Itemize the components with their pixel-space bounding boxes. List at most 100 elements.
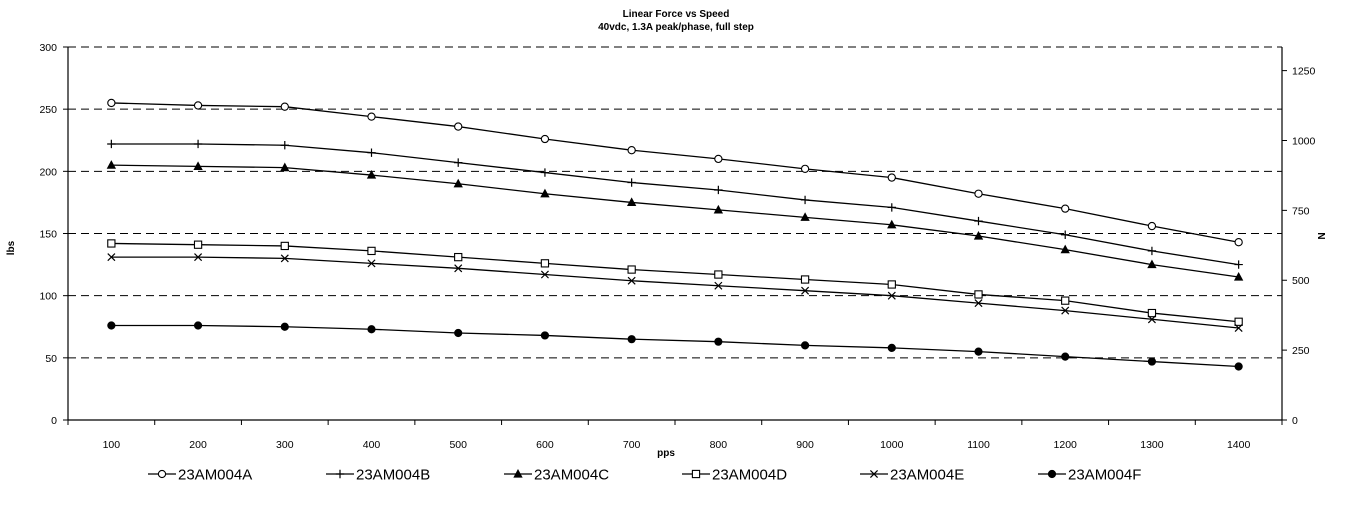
point-23AM004B-700 — [627, 178, 636, 187]
point-23AM004F-600 — [540, 331, 550, 340]
x-tick-label-1100: 1100 — [967, 439, 990, 451]
point-23AM004B-1400 — [1234, 260, 1243, 269]
point-23AM004A-600 — [540, 134, 550, 144]
point-23AM004F-900 — [800, 341, 810, 350]
legend-label-23AM004D: 23AM004D — [712, 467, 787, 484]
point-23AM004D-100 — [107, 239, 116, 248]
point-23AM004E-600 — [540, 270, 549, 279]
series-23AM004B — [107, 139, 1243, 269]
point-23AM004F-100 — [107, 321, 116, 330]
legend-marker-23AM004C — [513, 468, 523, 478]
point-23AM004D-1300 — [1147, 308, 1157, 318]
point-23AM004A-900 — [800, 164, 810, 173]
point-23AM004E-900 — [801, 286, 810, 295]
point-23AM004C-300 — [280, 162, 290, 172]
point-23AM004C-100 — [106, 160, 117, 169]
point-23AM004B-300 — [280, 141, 289, 150]
point-23AM004C-700 — [626, 197, 637, 207]
x-tick-label-300: 300 — [276, 439, 294, 451]
point-23AM004B-1300 — [1147, 246, 1157, 256]
y2-tick-label-1250: 1250 — [1292, 66, 1316, 78]
point-23AM004C-800 — [713, 204, 724, 214]
point-23AM004E-700 — [627, 276, 636, 285]
point-23AM004C-500 — [453, 178, 463, 188]
point-23AM004A-100 — [107, 98, 116, 108]
legend-item-23AM004C: 23AM004C — [504, 467, 609, 484]
x-tick-label-1000: 1000 — [880, 439, 904, 451]
series-line-23AM004A — [111, 102, 1239, 243]
point-23AM004B-500 — [454, 158, 463, 167]
x-tick-label-1400: 1400 — [1227, 439, 1251, 451]
point-23AM004A-1200 — [1061, 204, 1070, 213]
point-23AM004D-1400 — [1234, 317, 1243, 326]
point-23AM004C-1400 — [1233, 271, 1244, 281]
y2-tick-label-1000: 1000 — [1292, 135, 1316, 147]
point-23AM004E-400 — [367, 259, 376, 268]
point-23AM004D-800 — [714, 270, 723, 279]
point-23AM004A-700 — [627, 146, 636, 155]
point-23AM004D-700 — [627, 265, 636, 274]
y2-tick-label-0: 0 — [1292, 415, 1298, 427]
legend-item-23AM004B: 23AM004B — [326, 467, 430, 484]
point-23AM004F-1000 — [887, 343, 896, 352]
point-23AM004E-300 — [280, 254, 289, 263]
point-23AM004C-600 — [540, 188, 550, 198]
x-tick-label-100: 100 — [103, 439, 121, 451]
point-23AM004D-300 — [280, 241, 289, 251]
point-23AM004A-200 — [193, 101, 203, 110]
point-23AM004C-1200 — [1060, 244, 1070, 254]
series-23AM004E — [107, 253, 1243, 333]
x-tick-label-800: 800 — [710, 439, 728, 451]
point-23AM004E-1100 — [974, 299, 983, 308]
point-23AM004F-1400 — [1234, 362, 1243, 371]
point-23AM004C-200 — [193, 161, 203, 170]
point-23AM004F-1100 — [974, 347, 983, 356]
point-23AM004A-1400 — [1234, 238, 1243, 247]
x-tick-label-1200: 1200 — [1054, 439, 1078, 451]
series-line-23AM004B — [111, 143, 1239, 266]
point-23AM004F-1200 — [1061, 352, 1070, 361]
x-tick-label-400: 400 — [363, 439, 381, 451]
series-line-23AM004D — [111, 242, 1239, 323]
legend-label-23AM004C: 23AM004C — [534, 467, 609, 484]
point-23AM004B-1000 — [887, 203, 896, 212]
x-tick-label-500: 500 — [449, 439, 467, 451]
series-line-23AM004F — [111, 324, 1239, 368]
point-23AM004E-800 — [714, 281, 723, 290]
point-23AM004C-1300 — [1147, 259, 1157, 269]
series-line-23AM004E — [111, 256, 1239, 329]
y2-axis-label: N — [1315, 232, 1326, 239]
x-tick-label-900: 900 — [796, 439, 814, 451]
legend-marker-23AM004B — [335, 469, 345, 479]
point-23AM004E-500 — [454, 264, 463, 273]
point-23AM004C-900 — [800, 212, 810, 221]
point-23AM004F-300 — [280, 322, 289, 331]
legend-item-23AM004D: 23AM004D — [682, 467, 787, 484]
point-23AM004A-1300 — [1147, 221, 1157, 231]
point-23AM004D-1200 — [1061, 296, 1070, 305]
point-23AM004B-800 — [714, 185, 723, 195]
point-23AM004F-400 — [367, 325, 376, 334]
point-23AM004D-1100 — [974, 290, 983, 299]
point-23AM004A-1000 — [887, 173, 896, 182]
point-23AM004C-400 — [366, 170, 377, 179]
point-23AM004E-100 — [107, 253, 116, 262]
series-23AM004D — [107, 239, 1243, 326]
y-tick-label-250: 250 — [39, 104, 57, 116]
point-23AM004A-1100 — [974, 189, 983, 198]
x-tick-label-200: 200 — [189, 439, 207, 451]
x-axis-label: pps — [657, 448, 675, 459]
point-23AM004B-400 — [367, 148, 376, 157]
point-23AM004D-400 — [367, 246, 376, 256]
point-23AM004D-1000 — [887, 280, 896, 289]
point-23AM004B-600 — [540, 168, 550, 177]
point-23AM004A-300 — [280, 102, 289, 111]
legend-marker-23AM004F — [1047, 469, 1057, 479]
point-23AM004C-1000 — [887, 219, 897, 229]
legend-item-23AM004F: 23AM004F — [1038, 467, 1141, 484]
legend-item-23AM004A: 23AM004A — [148, 467, 252, 484]
y-tick-label-300: 300 — [39, 42, 57, 54]
y2-tick-label-750: 750 — [1292, 205, 1310, 217]
